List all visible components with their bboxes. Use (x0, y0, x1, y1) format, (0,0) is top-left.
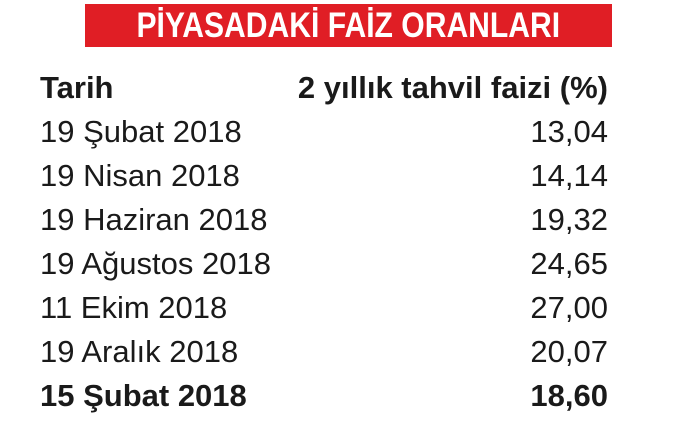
table-row: 19 Şubat 2018 13,04 (40, 110, 608, 154)
table-body: 19 Şubat 2018 13,04 19 Nisan 2018 14,14 19 H… (40, 110, 608, 418)
row-date: 19 Şubat 2018 (40, 114, 242, 149)
row-rate-value: 24,65 (530, 246, 608, 281)
title-banner: PİYASADAKİ FAİZ ORANLARI (85, 4, 612, 47)
row-date: 19 Nisan 2018 (40, 158, 240, 193)
row-rate-value: 14,14 (530, 158, 608, 193)
row-date: 19 Aralık 2018 (40, 334, 239, 369)
row-rate-value: 18,60 (530, 378, 608, 413)
table-title: PİYASADAKİ FAİZ ORANLARI (136, 5, 561, 45)
row-date: 19 Haziran 2018 (40, 202, 268, 237)
column-header-rate: 2 yıllık tahvil faizi (%) (297, 70, 608, 105)
table-header-row: Tarih 2 yıllık tahvil faizi (%) (40, 66, 608, 110)
column-header-date: Tarih (40, 70, 114, 105)
row-rate-value: 19,32 (530, 202, 608, 237)
row-rate-value: 20,07 (530, 334, 608, 369)
table-row: 19 Ağustos 2018 24,65 (40, 242, 608, 286)
interest-rate-table: Tarih 2 yıllık tahvil faizi (%) 19 Şubat… (40, 66, 608, 418)
row-rate-value: 13,04 (530, 114, 608, 149)
table-row: 15 Şubat 2018 18,60 (40, 374, 608, 418)
table-row: 19 Aralık 2018 20,07 (40, 330, 608, 374)
row-date: 11 Ekim 2018 (40, 290, 228, 325)
table-row: 11 Ekim 2018 27,00 (40, 286, 608, 330)
table-row: 19 Nisan 2018 14,14 (40, 154, 608, 198)
row-date: 19 Ağustos 2018 (40, 246, 271, 281)
table-row: 19 Haziran 2018 19,32 (40, 198, 608, 242)
row-date: 15 Şubat 2018 (40, 378, 247, 413)
row-rate-value: 27,00 (530, 290, 608, 325)
